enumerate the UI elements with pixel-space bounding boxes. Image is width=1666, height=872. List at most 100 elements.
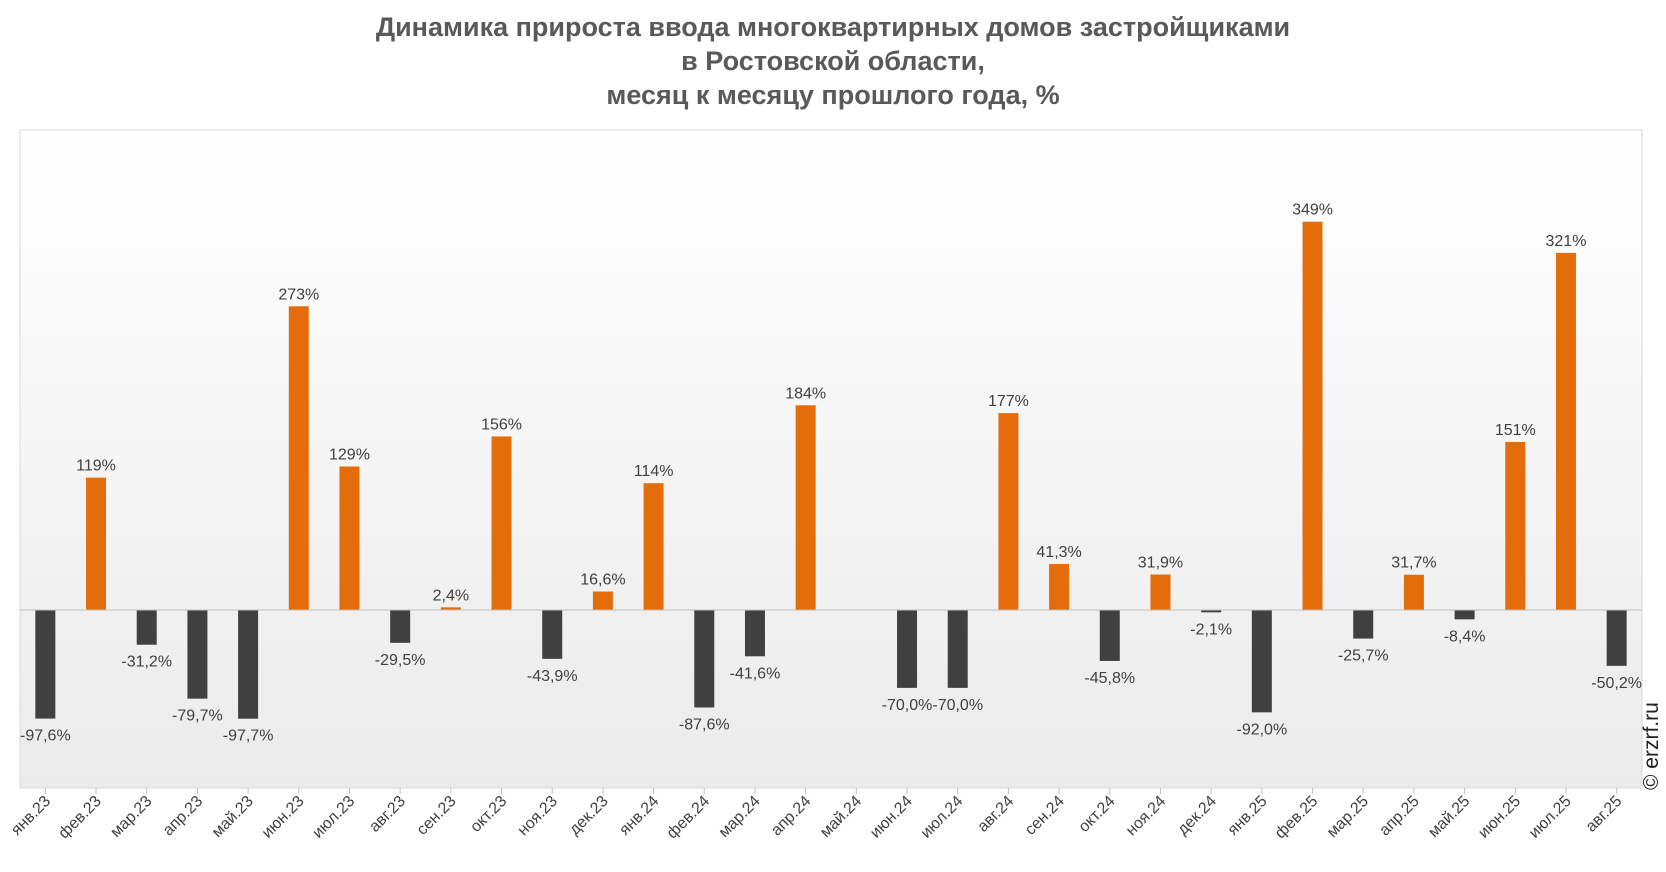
x-axis-label: апр.23 (160, 793, 207, 840)
x-axis-label: май.25 (1425, 793, 1473, 841)
x-axis-label: янв.23 (8, 793, 54, 839)
data-label: 41,3% (1036, 544, 1081, 561)
x-axis-label: апр.24 (768, 793, 815, 840)
x-axis-label: янв.25 (1225, 793, 1271, 839)
data-label: 349% (1292, 202, 1333, 219)
x-axis-label: мар.25 (1324, 793, 1372, 841)
x-axis-label: авг.23 (366, 793, 409, 836)
x-axis-label: июл.23 (309, 793, 358, 842)
bar (1606, 610, 1627, 666)
bar (1555, 252, 1576, 610)
bar (491, 436, 512, 610)
bar (998, 413, 1019, 610)
data-label: -87,6% (679, 716, 730, 733)
bar (136, 610, 157, 645)
data-label: 156% (481, 416, 522, 433)
x-axis-label: ноя.23 (515, 793, 561, 839)
data-label: -41,6% (730, 665, 781, 682)
bar (1454, 610, 1475, 620)
x-axis-label: мар.24 (716, 793, 764, 841)
data-label: 16,6% (580, 572, 625, 589)
bar (288, 306, 309, 610)
x-axis-label: май.23 (209, 793, 257, 841)
data-label: -45,8% (1084, 670, 1135, 687)
data-label: 31,9% (1138, 555, 1183, 572)
data-label: -50,2% (1591, 675, 1642, 692)
chart-title-line-2: в Ростовской области, (681, 46, 985, 76)
bar (390, 610, 411, 643)
x-axis-label: июн.25 (1475, 793, 1524, 842)
plot-area (19, 129, 1643, 789)
data-label: -8,4% (1444, 628, 1486, 645)
x-axis-ticks (44, 788, 1618, 794)
x-axis-label: июн.23 (259, 793, 308, 842)
x-axis-label: июл.24 (918, 793, 967, 842)
x-axis-label: апр.25 (1376, 793, 1423, 840)
x-axis-labels: янв.23 фев.23 мар.23 апр.23 май.23 июн.23 июл.… (8, 793, 1626, 842)
bar (339, 466, 360, 610)
x-axis-label: июл.25 (1526, 793, 1575, 842)
bar (35, 610, 56, 719)
bar (86, 477, 107, 610)
x-axis-label: сен.24 (1022, 793, 1068, 839)
x-axis-label: фев.25 (1272, 793, 1321, 842)
bar (542, 610, 563, 659)
bar (592, 591, 613, 610)
data-label: 119% (76, 458, 116, 475)
data-label: -70,0% (932, 697, 983, 714)
bar (1403, 574, 1424, 610)
data-label: 151% (1495, 422, 1536, 439)
data-label: 273% (278, 286, 319, 303)
data-label: -92,0% (1236, 721, 1287, 738)
data-label: -2,1% (1190, 621, 1232, 638)
data-label: 2,4% (433, 587, 469, 604)
x-axis-label: дек.23 (566, 793, 612, 839)
data-label: -97,7% (223, 728, 274, 745)
data-label: -79,7% (172, 708, 223, 725)
bar (795, 405, 816, 610)
bar (897, 610, 918, 688)
bar (1505, 442, 1526, 610)
data-label: 321% (1546, 233, 1587, 250)
bar (1150, 574, 1171, 610)
x-axis-label: фев.23 (55, 793, 104, 842)
bar-series (35, 221, 1627, 719)
data-label: -29,5% (375, 652, 426, 669)
data-label: 184% (785, 385, 826, 402)
bar (744, 610, 765, 657)
x-axis-label: авг.25 (1583, 793, 1626, 836)
bar (187, 610, 208, 699)
bar (440, 607, 461, 610)
x-axis-label: окт.24 (1076, 793, 1119, 836)
data-label: -43,9% (527, 668, 578, 685)
bar (1201, 610, 1222, 613)
x-axis-label: дек.24 (1174, 793, 1220, 839)
chart-title-line-3: месяц к месяцу прошлого года, % (606, 80, 1060, 110)
x-axis-label: янв.24 (616, 793, 662, 839)
bar (694, 610, 715, 708)
x-axis-label: ноя.24 (1123, 793, 1169, 839)
x-axis-label: июн.24 (867, 793, 916, 842)
data-label: -31,2% (121, 654, 172, 671)
bar (1049, 564, 1070, 610)
bar (1302, 221, 1323, 611)
chart-title-line-1: Динамика прироста ввода многоквартирных … (375, 12, 1291, 42)
x-axis-label: фев.24 (664, 793, 713, 842)
x-axis-label: май.24 (817, 793, 865, 841)
data-label: 177% (988, 393, 1029, 410)
bar (643, 483, 664, 610)
data-labels: -97,6% 119% -31,2% -79,7%-97,7% 273% 129% -29,… (20, 202, 1642, 745)
data-label: -97,6% (20, 728, 71, 745)
data-label: 31,7% (1391, 555, 1436, 572)
bar (1353, 610, 1374, 639)
bar (1099, 610, 1120, 661)
data-label: -25,7% (1338, 648, 1389, 665)
data-label: -70,0% (882, 697, 933, 714)
chart-title: Динамика прироста ввода многоквартирных … (0, 10, 1666, 112)
x-axis-label: мар.23 (107, 793, 155, 841)
bar (238, 610, 259, 719)
bar (1251, 610, 1272, 713)
x-axis-label: сен.23 (414, 793, 460, 839)
watermark-text: © erzrf.ru (1640, 702, 1663, 790)
